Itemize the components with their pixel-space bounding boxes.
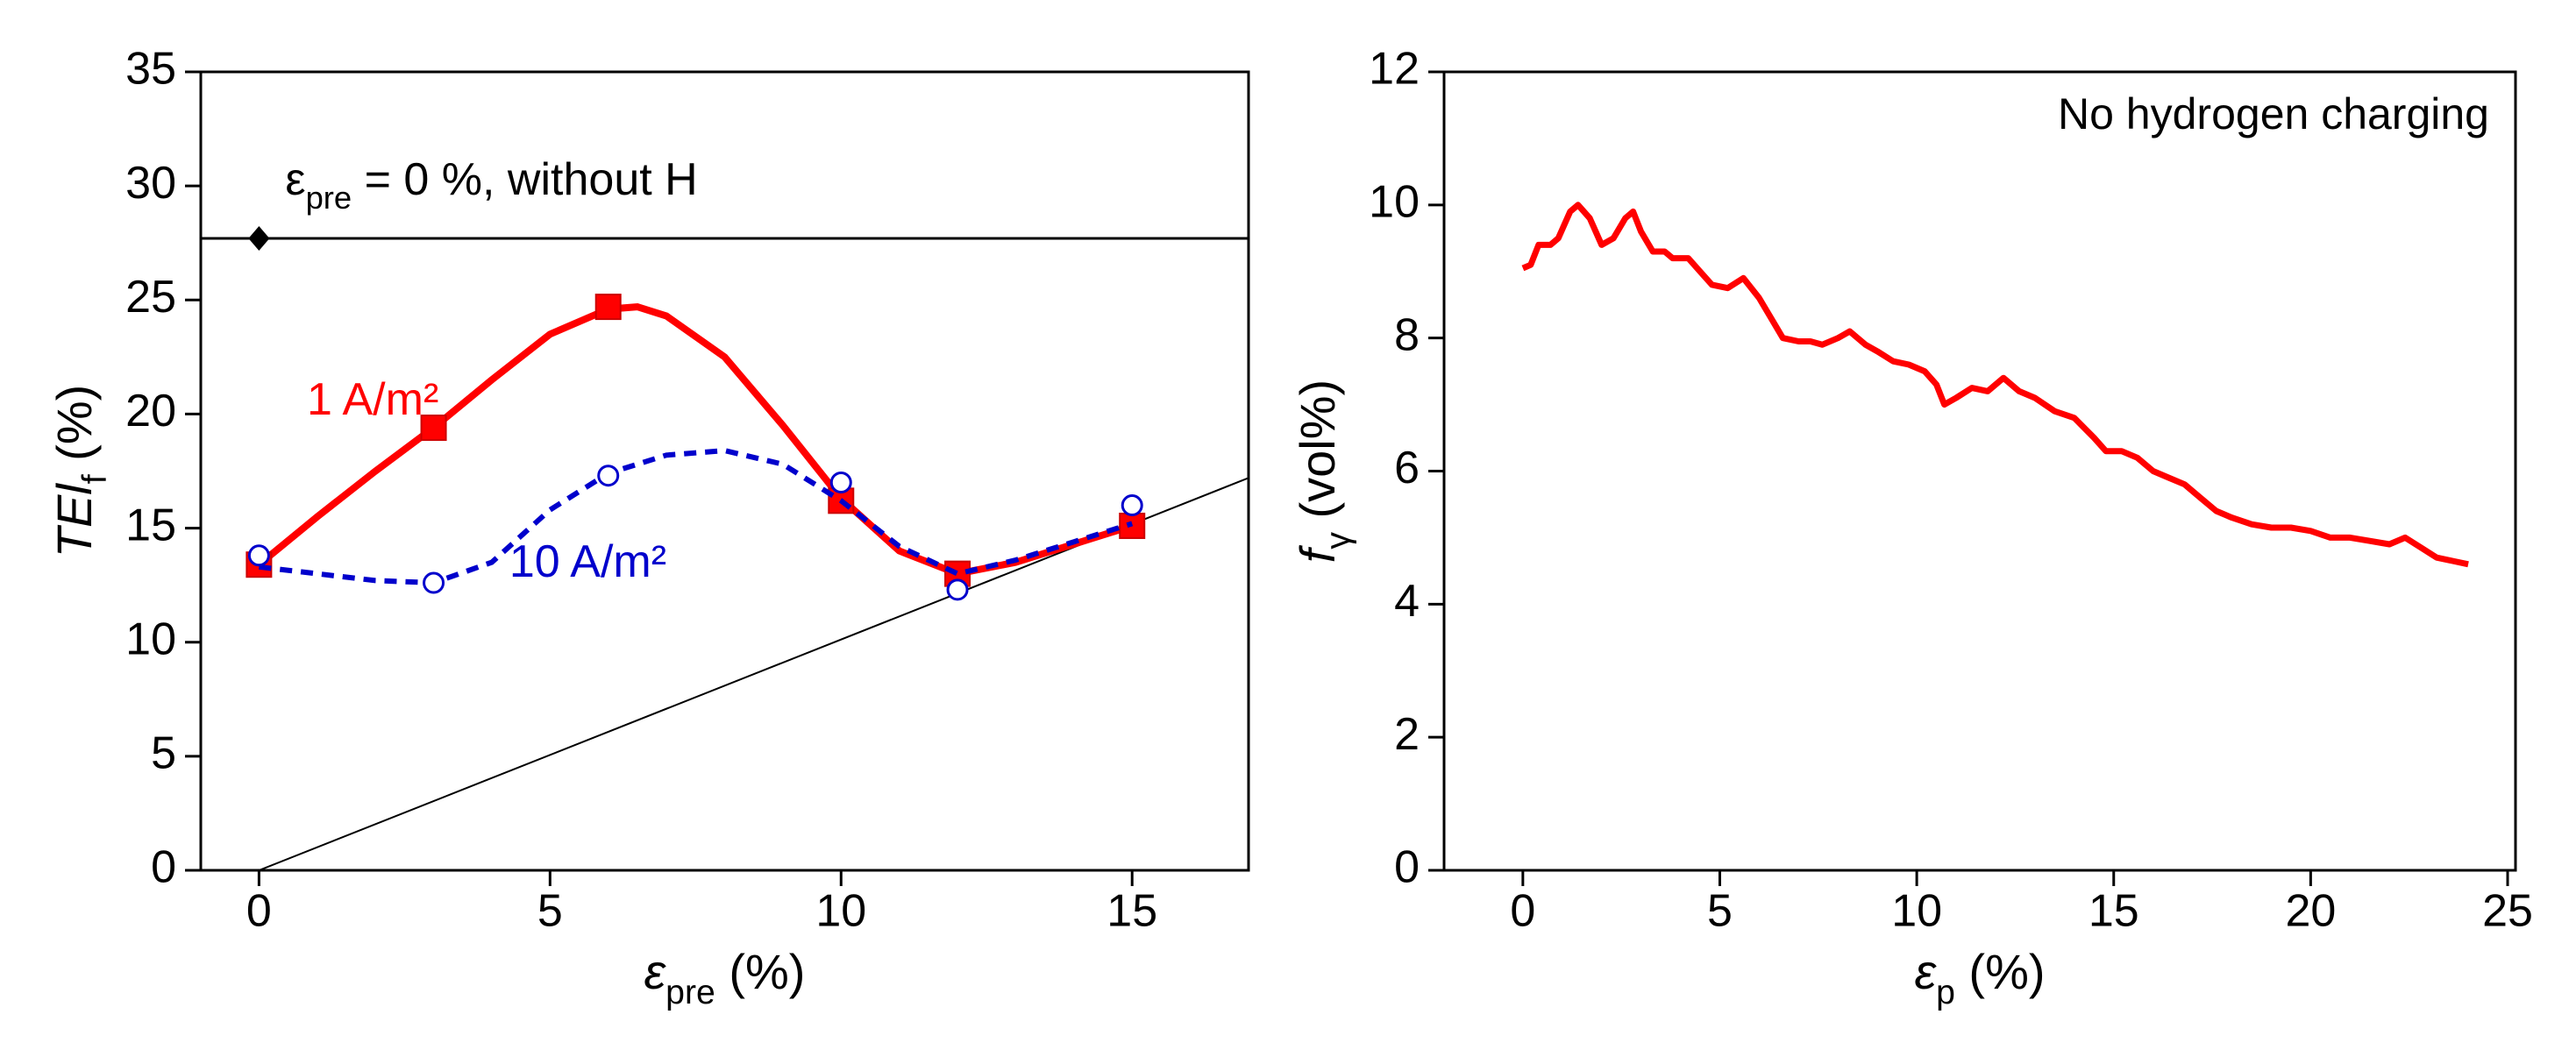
line <box>1521 202 2469 568</box>
x-axis-label: εpre (%) <box>644 944 806 1011</box>
fit-curve <box>259 448 1134 586</box>
plot-frame <box>199 70 1250 872</box>
y-tick-label: 8 <box>1394 309 1420 360</box>
y-axis-label-part: (%) <box>46 385 102 475</box>
marker <box>423 571 445 594</box>
x-tick-label: 25 <box>2482 886 2533 937</box>
x-tick-label: 5 <box>1707 886 1733 937</box>
marker <box>247 544 270 567</box>
y-tick-label: 12 <box>1369 44 1420 95</box>
x-axis-label-part: (%) <box>715 944 806 999</box>
x-tick-label: 10 <box>815 886 866 937</box>
y-tick-label: 10 <box>125 614 176 664</box>
y-axis-label: fγ (vol%) <box>1290 379 1357 563</box>
annotation: No hydrogen charging <box>2058 89 2489 138</box>
reference-label-part: pre <box>306 180 352 216</box>
fit-curve <box>256 303 1134 578</box>
x-axis-label-part: ε <box>644 944 667 999</box>
x-axis-label: εp (%) <box>1914 944 2045 1011</box>
y-tick-label: 4 <box>1394 576 1420 627</box>
reference-label-part: = 0 %, without H <box>352 154 698 205</box>
y-tick-label: 10 <box>1369 177 1420 228</box>
y-tick-label: 25 <box>125 272 176 323</box>
y-tick-label: 30 <box>125 158 176 209</box>
y-tick-label: 2 <box>1394 709 1420 760</box>
y-axis-label-part: TEl <box>46 483 102 558</box>
reference-point <box>248 226 270 252</box>
y-tick-label: 6 <box>1394 443 1420 493</box>
x-tick-label: 0 <box>1510 886 1535 937</box>
y-tick-label: 15 <box>125 500 176 550</box>
y-tick-label: 0 <box>1394 842 1420 893</box>
x-tick-label: 20 <box>2285 886 2336 937</box>
x-tick-label: 15 <box>1107 886 1157 937</box>
y-tick-label: 5 <box>151 728 176 779</box>
series-label: 1 A/m² <box>307 374 438 425</box>
marker <box>594 294 622 321</box>
x-tick-label: 10 <box>1891 886 1942 937</box>
reference-label: εpre = 0 %, without H <box>285 154 697 216</box>
y-tick-label: 20 <box>125 386 176 436</box>
y-axis-label-part: γ <box>1320 532 1357 550</box>
plot-frame <box>1442 70 2517 872</box>
y-axis-label-part: (vol%) <box>1290 379 1345 532</box>
marker <box>829 472 852 494</box>
y-axis-label-part: f <box>76 474 114 484</box>
reference-label-part: ε <box>285 154 305 205</box>
marker <box>420 415 447 442</box>
marker <box>1121 494 1143 517</box>
y-tick-label: 35 <box>125 44 176 95</box>
x-axis-label-part: pre <box>665 974 715 1011</box>
x-tick-label: 5 <box>537 886 563 937</box>
x-tick-label: 15 <box>2089 886 2139 937</box>
series-label: 10 A/m² <box>509 536 666 587</box>
x-axis-label-part: p <box>1936 974 1955 1011</box>
x-tick-label: 0 <box>246 886 272 937</box>
x-axis-label-part: ε <box>1914 944 1937 999</box>
y-axis-label: TElf (%) <box>46 385 114 558</box>
marker <box>597 465 620 487</box>
y-tick-label: 0 <box>151 842 176 893</box>
x-axis-label-part: (%) <box>1955 944 2046 999</box>
marker <box>946 578 969 601</box>
